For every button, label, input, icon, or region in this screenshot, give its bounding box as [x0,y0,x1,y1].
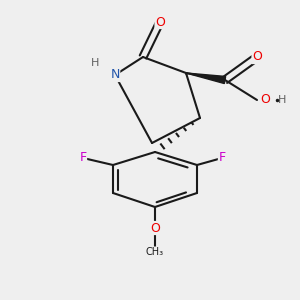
Polygon shape [186,73,226,83]
Text: O: O [150,221,160,235]
Text: H: H [91,58,99,68]
Text: F: F [218,152,226,164]
Text: H: H [278,95,286,105]
Text: F: F [80,152,87,164]
Text: CH₃: CH₃ [146,247,164,257]
Text: N: N [110,68,120,82]
Text: O: O [155,16,165,28]
Text: O: O [252,50,262,64]
Text: O: O [260,94,270,106]
